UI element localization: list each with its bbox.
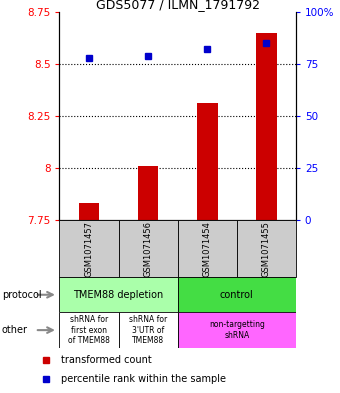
Bar [119,312,177,348]
Bar [138,166,158,220]
Bar [256,33,277,220]
Bar [59,220,119,277]
Text: shRNA for
first exon
of TMEM88: shRNA for first exon of TMEM88 [68,315,110,345]
Bar [177,312,296,348]
Bar [237,220,296,277]
Text: TMEM88 depletion: TMEM88 depletion [73,290,164,300]
Text: shRNA for
3'UTR of
TMEM88: shRNA for 3'UTR of TMEM88 [129,315,167,345]
Text: transformed count: transformed count [61,354,152,365]
Bar [177,220,237,277]
Bar [119,220,177,277]
Bar [79,204,99,220]
Bar [59,277,177,312]
Title: GDS5077 / ILMN_1791792: GDS5077 / ILMN_1791792 [96,0,260,11]
Bar [197,103,218,220]
Text: GSM1071455: GSM1071455 [262,220,271,277]
Text: GSM1071456: GSM1071456 [143,220,153,277]
Bar [59,312,119,348]
Text: percentile rank within the sample: percentile rank within the sample [61,374,226,384]
Text: GSM1071457: GSM1071457 [85,220,94,277]
Text: control: control [220,290,254,300]
Text: other: other [2,325,28,335]
Text: GSM1071454: GSM1071454 [203,220,212,277]
Bar [177,277,296,312]
Text: non-targetting
shRNA: non-targetting shRNA [209,320,265,340]
Text: protocol: protocol [2,290,41,300]
